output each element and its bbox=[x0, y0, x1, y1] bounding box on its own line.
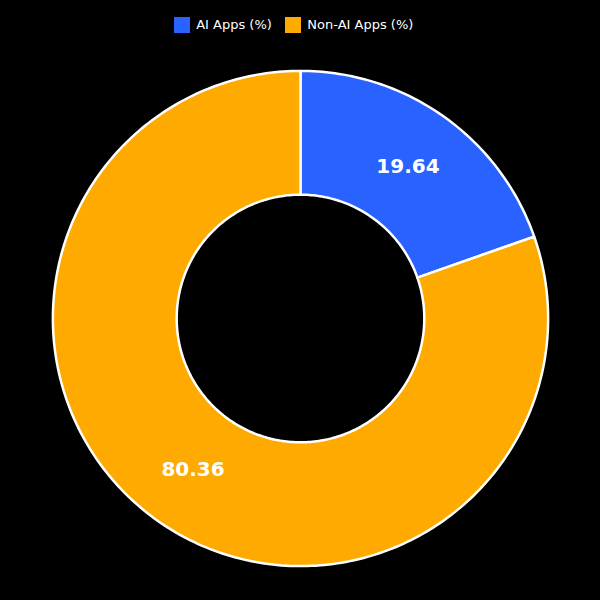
html-text:AI Apps (%): AI Apps (%) bbox=[196, 17, 272, 32]
svg-text:80.36: 80.36 bbox=[161, 457, 224, 481]
html-text:Non-AI Apps (%): Non-AI Apps (%) bbox=[307, 17, 414, 32]
svg-text:19.64: 19.64 bbox=[376, 154, 439, 178]
